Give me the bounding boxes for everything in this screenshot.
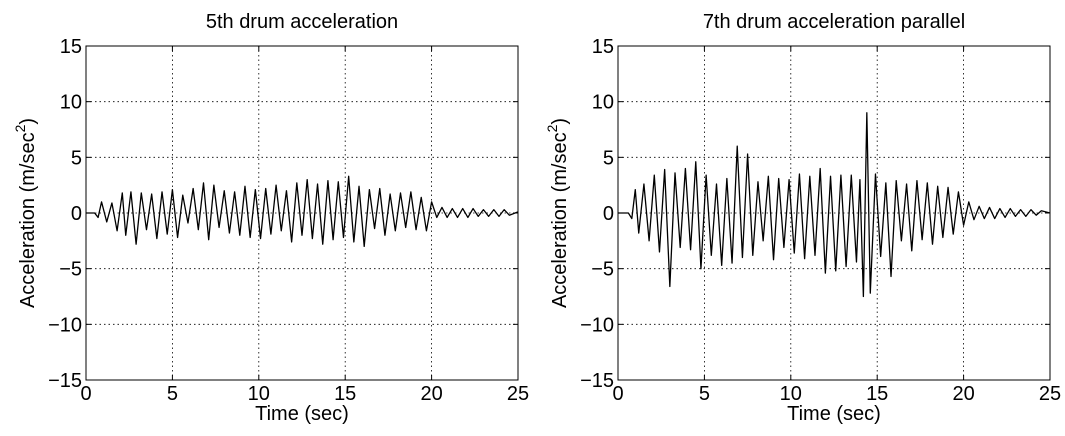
x-tick-label: 0 <box>80 383 91 405</box>
y-tick-label: −15 <box>48 370 82 392</box>
chart-panel-left: 0 5 10 15 20 25 −15 −10 −5 0 5 10 15 5th drum acceler… <box>0 0 532 436</box>
y-axis-label-close: ) <box>17 118 39 125</box>
y-tick-label: 10 <box>592 92 614 114</box>
y-axis-label: Acceleration (m/sec2) <box>544 118 571 308</box>
y-tick-label: 0 <box>603 203 614 225</box>
y-tick-label: −10 <box>580 314 614 336</box>
x-tick-label: 5 <box>699 383 710 405</box>
y-tick-label: −10 <box>48 314 82 336</box>
chart-title: 5th drum acceleration <box>206 11 398 33</box>
y-axis-label-superscript: 2 <box>544 124 560 132</box>
y-axis-label: Acceleration (m/sec2) <box>12 118 39 308</box>
x-tick-label: 5 <box>167 383 178 405</box>
chart-svg-1: 0 5 10 15 20 25 −15 −10 −5 0 5 10 15 7th drum acceler… <box>544 11 1061 425</box>
y-tick-label: −5 <box>591 259 614 281</box>
x-tick-label: 15 <box>334 383 356 405</box>
y-tick-label: 10 <box>60 92 82 114</box>
y-tick-label: 5 <box>71 147 82 169</box>
y-axis-label-close: ) <box>549 118 571 125</box>
x-tick-label: 25 <box>1039 383 1061 405</box>
y-tick-label: 15 <box>60 36 82 58</box>
x-axis-label: Time (sec) <box>787 403 881 425</box>
y-tick-label: −5 <box>59 259 82 281</box>
series-line-0 <box>618 112 1051 298</box>
y-tick-label: −15 <box>580 370 614 392</box>
x-axis-label: Time (sec) <box>255 403 349 425</box>
x-tick-label: 15 <box>866 383 888 405</box>
chart-title: 7th drum acceleration parallel <box>703 11 965 33</box>
y-axis-label-superscript: 2 <box>12 124 28 132</box>
chart-svg-0: 0 5 10 15 20 25 −15 −10 −5 0 5 10 15 5th drum acceler… <box>12 11 529 425</box>
y-tick-label: 0 <box>71 203 82 225</box>
x-tick-label: 10 <box>248 383 270 405</box>
x-tick-label: 10 <box>780 383 802 405</box>
series-line-0 <box>86 175 519 248</box>
y-tick-label: 5 <box>603 147 614 169</box>
x-tick-label: 20 <box>952 383 974 405</box>
x-tick-label: 0 <box>612 383 623 405</box>
y-axis-label-main: Acceleration (m/sec <box>549 132 571 308</box>
x-tick-label: 25 <box>507 383 529 405</box>
y-tick-label: 15 <box>592 36 614 58</box>
chart-panel-right: 0 5 10 15 20 25 −15 −10 −5 0 5 10 15 7th drum acceler… <box>532 0 1064 436</box>
y-axis-label-main: Acceleration (m/sec <box>17 132 39 308</box>
x-tick-label: 20 <box>420 383 442 405</box>
